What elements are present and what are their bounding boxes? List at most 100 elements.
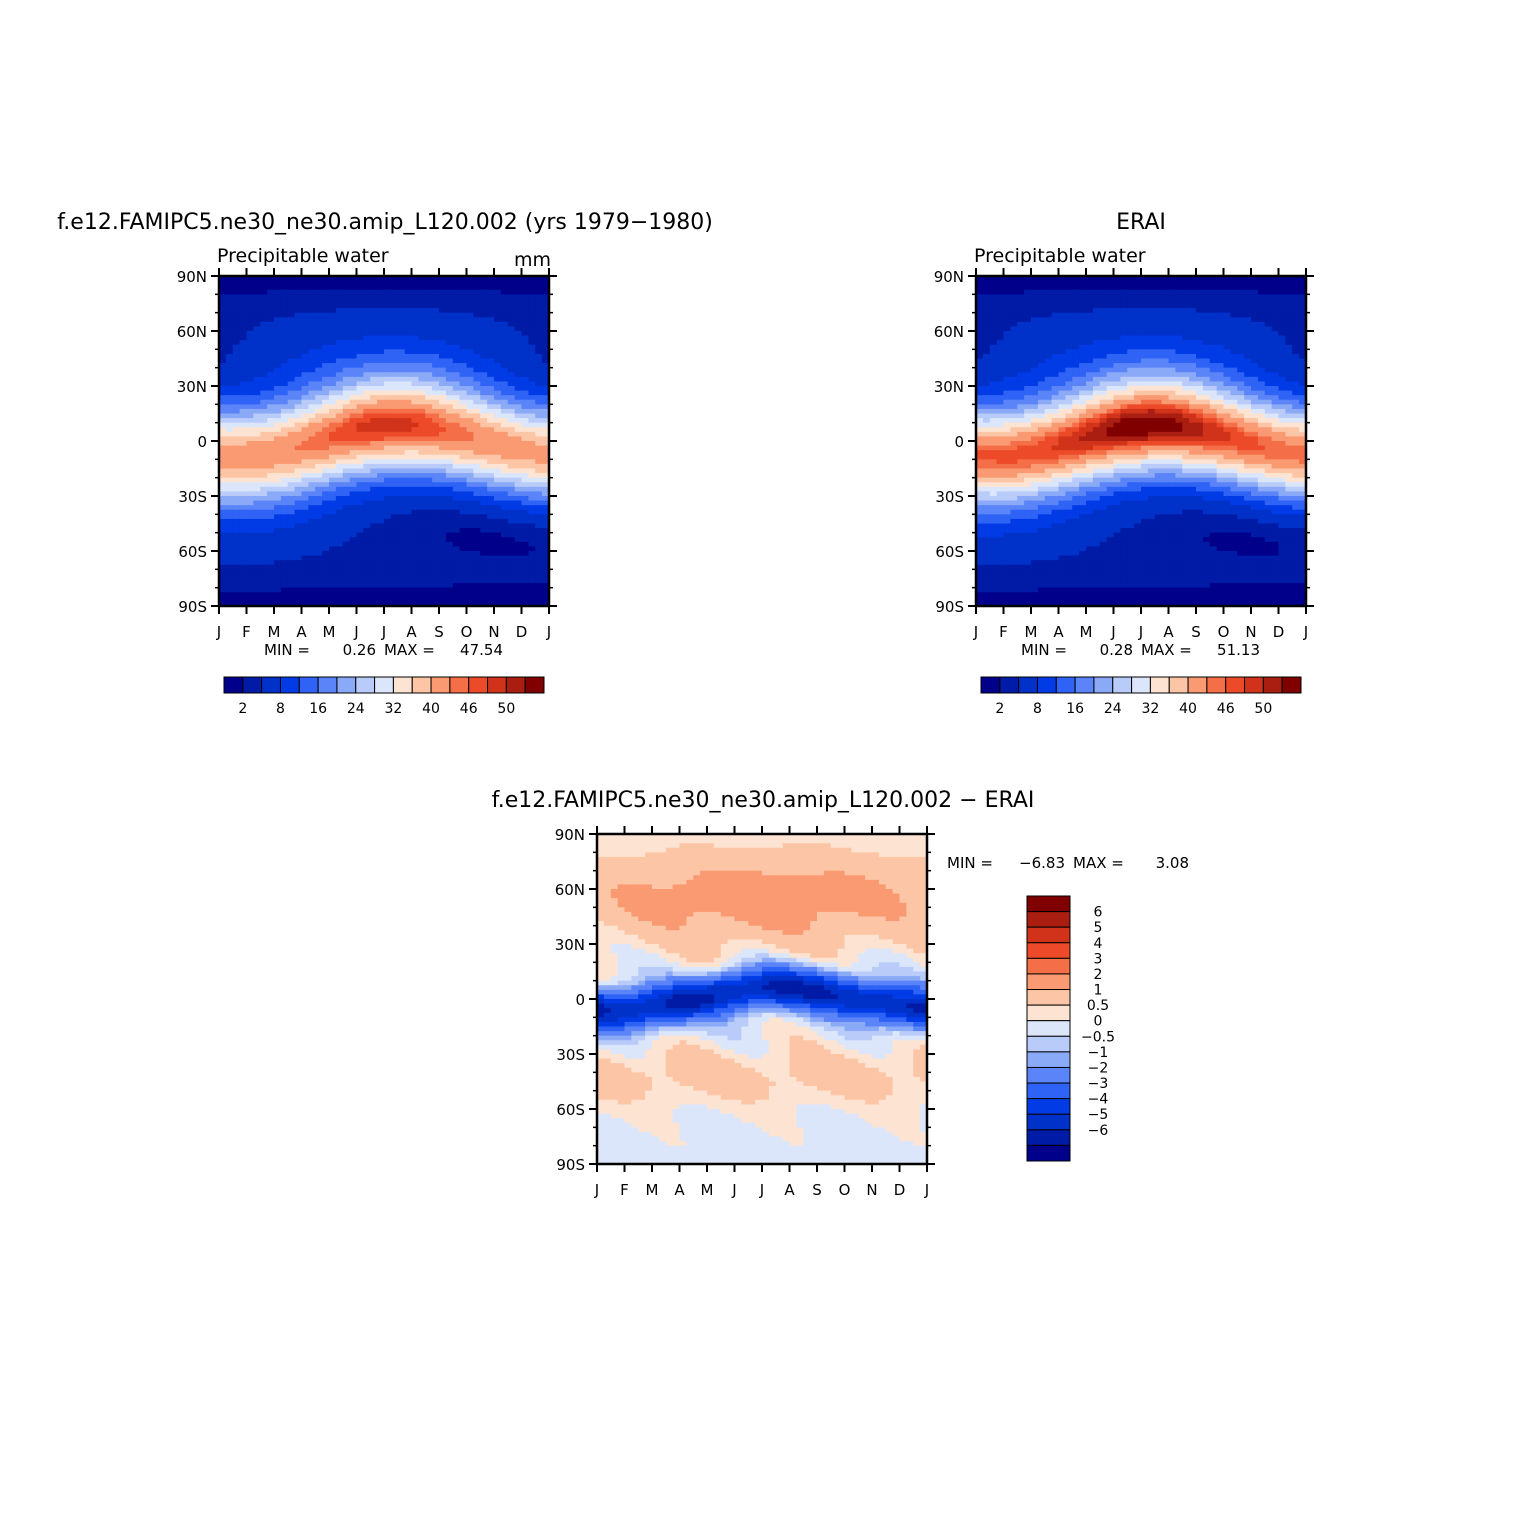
heatmap-cell	[1216, 340, 1225, 346]
heatmap-cell	[397, 431, 406, 438]
heatmap-cell	[976, 363, 984, 369]
heatmap-cell	[1141, 395, 1149, 401]
heatmap-cell	[356, 372, 364, 378]
heatmap-cell	[390, 477, 399, 483]
heatmap-cell	[1010, 381, 1018, 387]
heatmap-cell	[507, 294, 516, 300]
heatmap-cell	[1147, 381, 1156, 387]
heatmap-cells	[219, 276, 550, 607]
heatmap-cell	[432, 298, 440, 305]
heatmap-cell	[287, 523, 296, 529]
heatmap-cell	[1017, 303, 1025, 309]
heatmap-cell	[1223, 276, 1231, 282]
heatmap-cell	[1024, 294, 1032, 300]
heatmap-cell	[342, 486, 351, 493]
heatmap-cell	[1244, 372, 1252, 378]
heatmap-cell	[1168, 335, 1176, 341]
heatmap-cell	[514, 473, 523, 479]
heatmap-cell	[1271, 353, 1280, 360]
heatmap-cell	[542, 505, 550, 511]
heatmap-cell	[390, 335, 399, 341]
heatmap-cell	[507, 546, 516, 552]
heatmap-cell	[1161, 303, 1170, 309]
heatmap-cell	[439, 294, 447, 300]
heatmap-cell	[356, 514, 364, 520]
heatmap-cell	[507, 376, 516, 383]
heatmap-cell	[989, 349, 998, 355]
heatmap-cell	[315, 569, 323, 575]
heatmap-cell	[335, 454, 344, 460]
heatmap-cell	[494, 427, 502, 433]
heatmap-cell	[397, 386, 406, 392]
heatmap-cell	[418, 303, 426, 309]
heatmap-cell	[280, 500, 289, 506]
heatmap-cell	[452, 537, 461, 543]
heatmap-cell	[466, 441, 474, 447]
heatmap-cell	[301, 276, 309, 282]
heatmap-cell	[1079, 372, 1087, 378]
heatmap-cell	[411, 592, 419, 598]
heatmap-cell	[322, 573, 330, 580]
heatmap-cell	[514, 413, 523, 419]
heatmap-cells	[976, 276, 1307, 607]
heatmap-cell	[390, 363, 399, 369]
heatmap-cell	[494, 431, 502, 438]
heatmap-cell	[1223, 404, 1231, 410]
heatmap-cell	[274, 441, 282, 447]
heatmap-cell	[294, 358, 303, 364]
heatmap-cell	[1092, 317, 1101, 323]
heatmap-cell	[445, 344, 454, 350]
heatmap-cell	[1285, 372, 1293, 378]
heatmap-cell	[432, 408, 440, 415]
heatmap-cell	[976, 399, 984, 405]
heatmap-cell	[542, 486, 550, 493]
heatmap-cell	[487, 431, 495, 438]
heatmap-cell	[1154, 317, 1163, 323]
heatmap-cell	[370, 573, 378, 580]
heatmap-cell	[500, 463, 509, 470]
heatmap-cell	[1189, 303, 1197, 309]
heatmap-cell	[976, 386, 984, 392]
heatmap-cell	[1299, 312, 1307, 318]
heatmap-cell	[1182, 404, 1190, 410]
heatmap-cell	[535, 601, 543, 607]
heatmap-cell	[507, 372, 516, 378]
heatmap-cell	[301, 367, 309, 373]
heatmap-cell	[1189, 358, 1197, 364]
heatmap-cell	[1147, 395, 1156, 401]
heatmap-cell	[260, 331, 268, 337]
heatmap-cell	[1072, 344, 1080, 350]
heatmap-cell	[363, 340, 371, 346]
heatmap-cell	[356, 390, 364, 396]
heatmap-cell	[418, 404, 426, 410]
heatmap-cell	[1237, 386, 1245, 392]
heatmap-cell	[267, 546, 275, 552]
heatmap-cell	[976, 312, 984, 318]
heatmap-cell	[418, 560, 426, 566]
heatmap-cell	[459, 592, 468, 598]
heatmap-cell	[1010, 353, 1018, 360]
heatmap-cell	[1264, 367, 1273, 373]
heatmap-cell	[280, 381, 289, 387]
heatmap-cell	[500, 564, 509, 570]
heatmap-cell	[1086, 276, 1094, 282]
heatmap-cell	[452, 280, 461, 286]
heatmap-cell	[521, 372, 529, 378]
heatmap-cell	[253, 551, 261, 557]
heatmap-cell	[1031, 298, 1039, 305]
heatmap-cell	[473, 422, 481, 428]
heatmap-cell	[535, 596, 543, 603]
heatmap-cell	[989, 303, 998, 309]
heatmap-cell	[1141, 372, 1149, 378]
heatmap-cell	[225, 592, 234, 598]
heatmap-cell	[329, 477, 337, 483]
heatmap-cell	[260, 436, 268, 442]
heatmap-cell	[329, 518, 337, 525]
heatmap-cell	[418, 317, 426, 323]
heatmap-cell	[308, 463, 316, 470]
heatmap-cell	[542, 321, 550, 328]
heatmap-cell	[494, 454, 502, 460]
heatmap-cell	[1237, 321, 1245, 328]
heatmap-cell	[260, 601, 268, 607]
heatmap-cell	[432, 459, 440, 465]
